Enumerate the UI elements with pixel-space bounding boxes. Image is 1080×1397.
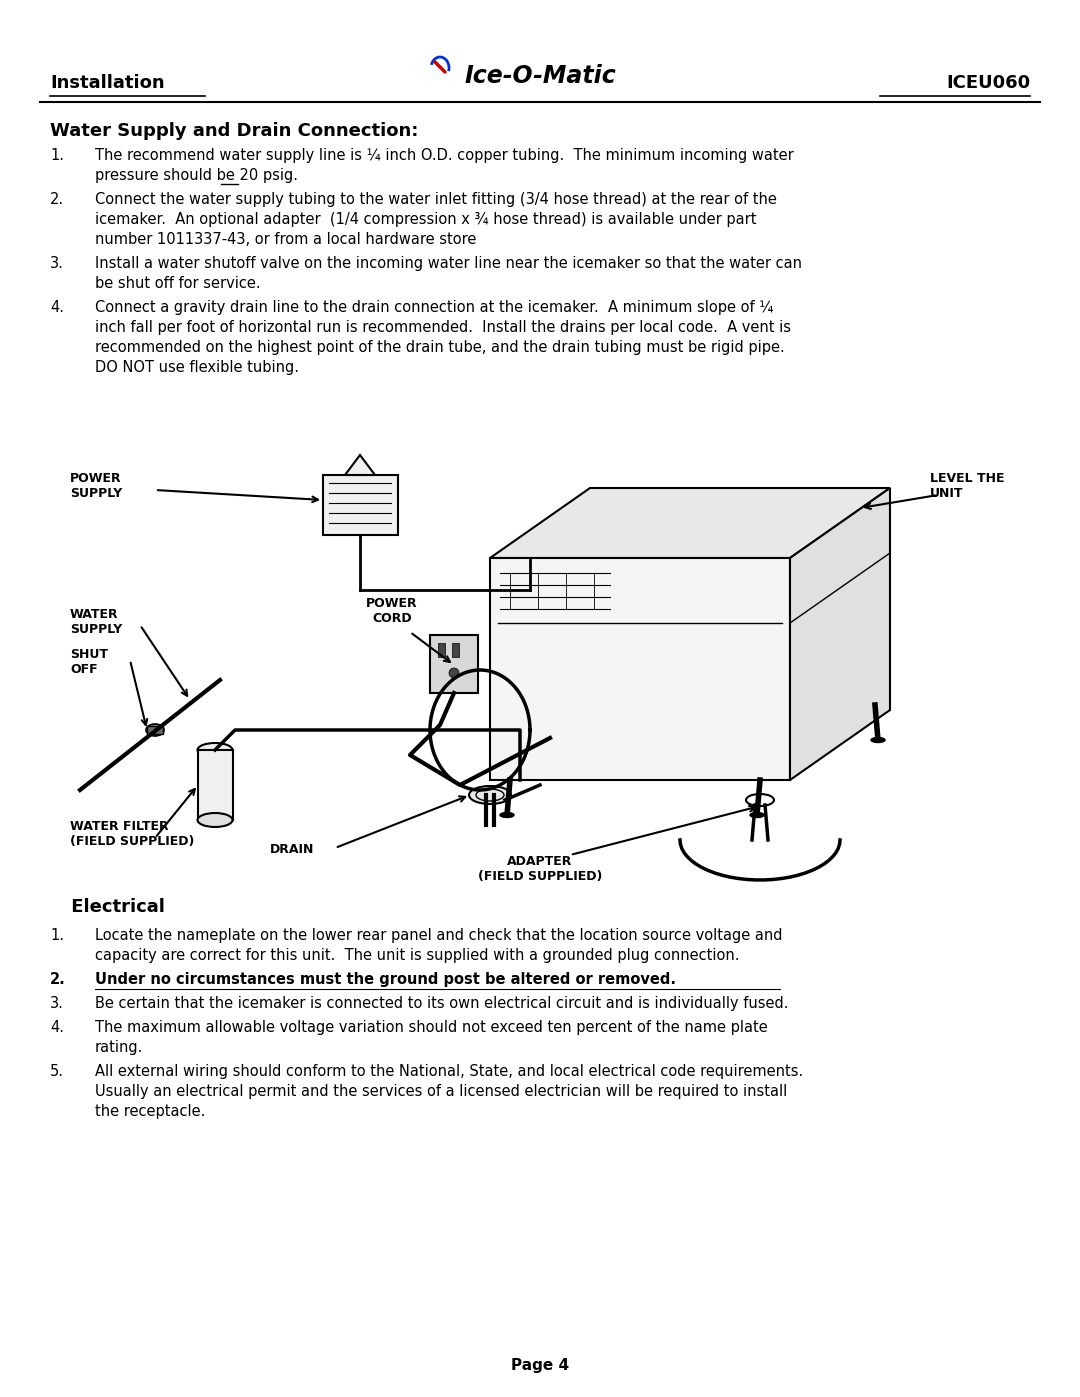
Text: 3.: 3. (50, 256, 64, 271)
Text: All external wiring should conform to the National, State, and local electrical : All external wiring should conform to th… (95, 1065, 804, 1078)
Text: SHUT
OFF: SHUT OFF (70, 648, 108, 676)
Polygon shape (345, 455, 375, 475)
Text: Water Supply and Drain Connection:: Water Supply and Drain Connection: (50, 122, 418, 140)
Polygon shape (490, 488, 890, 557)
Text: WATER FILTER
(FIELD SUPPLIED): WATER FILTER (FIELD SUPPLIED) (70, 820, 194, 848)
Text: WATER
SUPPLY: WATER SUPPLY (70, 608, 122, 636)
Bar (147, 726, 163, 733)
Text: ICEU060: ICEU060 (946, 74, 1030, 92)
Text: Be certain that the icemaker is connected to its own electrical circuit and is i: Be certain that the icemaker is connecte… (95, 996, 788, 1011)
Text: Connect the water supply tubing to the water inlet fitting (3/4 hose thread) at : Connect the water supply tubing to the w… (95, 191, 777, 207)
Text: ADAPTER
(FIELD SUPPLIED): ADAPTER (FIELD SUPPLIED) (477, 855, 603, 883)
Text: Install a water shutoff valve on the incoming water line near the icemaker so th: Install a water shutoff valve on the inc… (95, 256, 802, 271)
Text: Electrical: Electrical (65, 898, 165, 916)
Text: The recommend water supply line is ¼ inch O.D. copper tubing.  The minimum incom: The recommend water supply line is ¼ inc… (95, 148, 794, 163)
Bar (323, 475, 399, 535)
Bar (453, 643, 459, 657)
Text: LEVEL THE
UNIT: LEVEL THE UNIT (930, 472, 1004, 500)
Text: Usually an electrical permit and the services of a licensed electrician will be : Usually an electrical permit and the ser… (95, 1084, 787, 1099)
Text: the receptacle.: the receptacle. (95, 1104, 205, 1119)
Ellipse shape (870, 738, 885, 742)
Ellipse shape (449, 668, 459, 678)
Text: icemaker.  An optional adapter  (1/4 compression x ¾ hose thread) is available u: icemaker. An optional adapter (1/4 compr… (95, 212, 756, 228)
Text: DO NOT use flexible tubing.: DO NOT use flexible tubing. (95, 360, 299, 374)
Text: Page 4: Page 4 (511, 1358, 569, 1373)
Text: Installation: Installation (50, 74, 164, 92)
Text: 4.: 4. (50, 300, 64, 314)
Text: capacity are correct for this unit.  The unit is supplied with a grounded plug c: capacity are correct for this unit. The … (95, 949, 740, 963)
Text: inch fall per foot of horizontal run is recommended.  Install the drains per loc: inch fall per foot of horizontal run is … (95, 320, 791, 335)
Text: 1.: 1. (50, 148, 64, 163)
Text: 1.: 1. (50, 928, 64, 943)
Ellipse shape (146, 724, 164, 736)
Polygon shape (789, 488, 890, 780)
Polygon shape (490, 557, 789, 780)
Text: rating.: rating. (95, 1039, 144, 1055)
Text: 4.: 4. (50, 1020, 64, 1035)
Text: DRAIN: DRAIN (270, 842, 314, 856)
Text: number 1011337-43, or from a local hardware store: number 1011337-43, or from a local hardw… (95, 232, 476, 247)
Ellipse shape (198, 743, 232, 757)
Text: The maximum allowable voltage variation should not exceed ten percent of the nam: The maximum allowable voltage variation … (95, 1020, 768, 1035)
Ellipse shape (198, 813, 232, 827)
Bar (438, 643, 445, 657)
Text: 5.: 5. (50, 1065, 64, 1078)
Bar (198, 750, 233, 820)
Text: 2.: 2. (50, 972, 66, 988)
Text: recommended on the highest point of the drain tube, and the drain tubing must be: recommended on the highest point of the … (95, 339, 785, 355)
Text: Ice-O-Matic: Ice-O-Matic (464, 64, 616, 88)
Ellipse shape (469, 787, 511, 805)
Bar (430, 636, 478, 693)
Text: pressure should be 20 psig.: pressure should be 20 psig. (95, 168, 298, 183)
Text: be shut off for service.: be shut off for service. (95, 277, 260, 291)
Text: Locate the nameplate on the lower rear panel and check that the location source : Locate the nameplate on the lower rear p… (95, 928, 783, 943)
Text: Under no circumstances must the ground post be altered or removed.: Under no circumstances must the ground p… (95, 972, 676, 988)
Ellipse shape (500, 813, 514, 817)
Ellipse shape (750, 813, 764, 817)
Text: Connect a gravity drain line to the drain connection at the icemaker.  A minimum: Connect a gravity drain line to the drai… (95, 300, 773, 314)
Text: 3.: 3. (50, 996, 64, 1011)
Text: POWER
SUPPLY: POWER SUPPLY (70, 472, 122, 500)
Text: 2.: 2. (50, 191, 64, 207)
Text: POWER
CORD: POWER CORD (366, 597, 418, 624)
